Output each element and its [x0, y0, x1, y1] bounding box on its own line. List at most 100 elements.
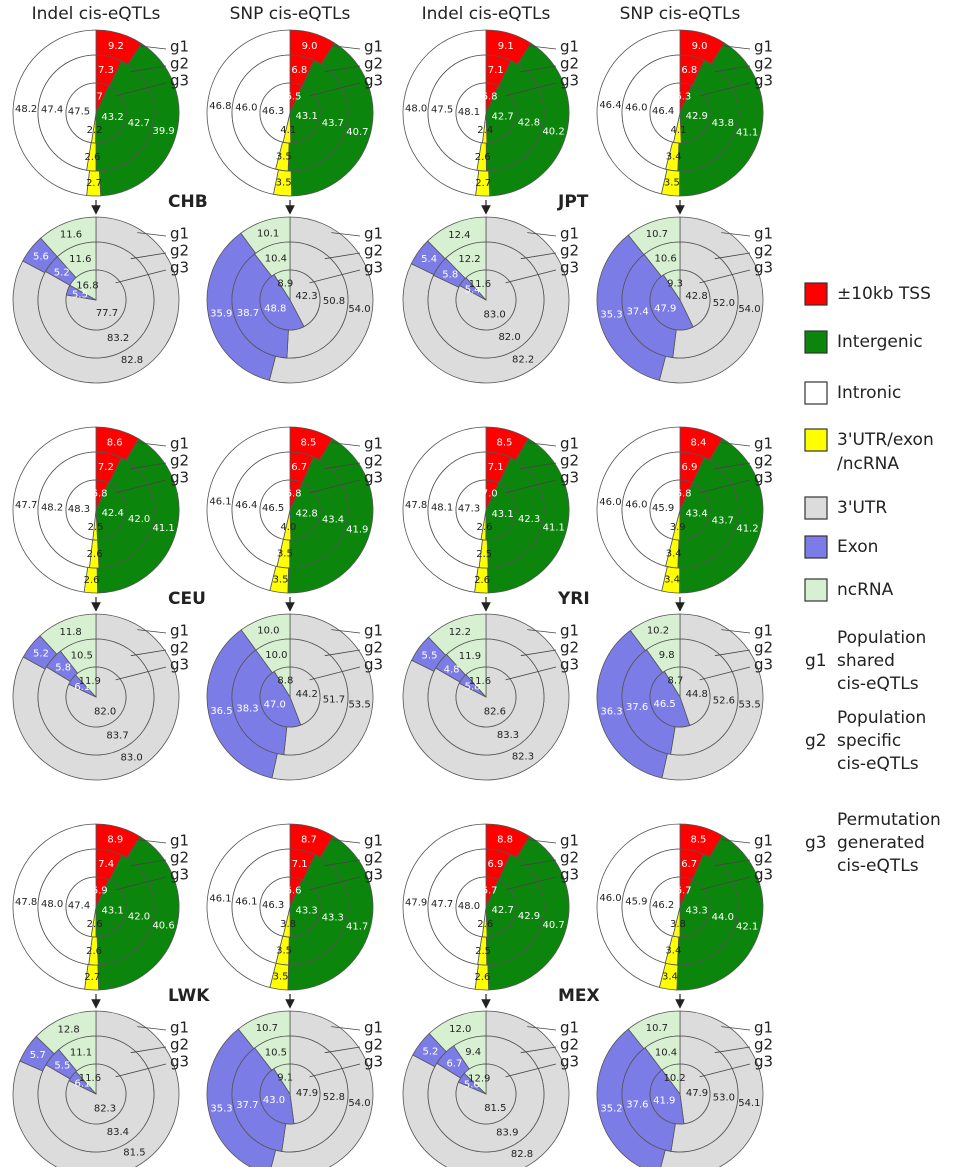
- value-label: 35.2: [600, 1103, 622, 1114]
- value-label: 43.3: [685, 906, 707, 917]
- value-label: 10.7: [646, 1023, 668, 1034]
- value-label: 3.4: [665, 946, 681, 957]
- value-label: 54.1: [738, 1098, 760, 1109]
- value-label: 12.9: [468, 1073, 490, 1084]
- leader-line: [137, 1026, 167, 1031]
- leader-line: [324, 649, 361, 657]
- value-label: 41.1: [153, 523, 175, 534]
- sector: [455, 82, 487, 144]
- ring-label: g1: [364, 435, 383, 453]
- value-label: 46.5: [653, 699, 675, 710]
- value-label: 46.1: [209, 893, 231, 904]
- value-label: 47.7: [15, 500, 37, 511]
- leader-line: [115, 269, 167, 284]
- value-label: 9.0: [692, 41, 708, 52]
- sector: [95, 879, 127, 938]
- leader-line: [527, 232, 557, 237]
- ring-label: g3: [560, 259, 579, 277]
- column-header: Indel cis-eQTLs: [32, 4, 161, 24]
- ring-label: g3: [560, 866, 579, 884]
- value-label: 45.9: [625, 896, 647, 907]
- legend-label: Exon: [837, 537, 878, 557]
- leader-line: [520, 65, 557, 73]
- nested-pie: 54.0 35.3 10.7 g1 52.0 37.4 10.6 g2 42.8 47.9 9.3 g…: [596, 216, 773, 384]
- sector: [465, 666, 487, 699]
- ring-label: g1: [364, 225, 383, 243]
- sector: [679, 269, 711, 328]
- value-label: 43.2: [101, 112, 123, 123]
- value-label: 10.0: [257, 625, 279, 636]
- legend-swatch: [804, 496, 828, 520]
- sector: [663, 666, 681, 699]
- value-label: 45.9: [652, 503, 674, 514]
- leader-line: [721, 442, 751, 447]
- value-label: 8.7: [301, 835, 317, 846]
- ring-label: g2: [560, 639, 579, 657]
- value-label: 48.1: [458, 107, 480, 118]
- value-label: 7.2: [98, 462, 114, 473]
- value-label: 10.1: [257, 228, 279, 239]
- ring-label: g2: [754, 1036, 773, 1054]
- ring-label: g1: [170, 38, 189, 56]
- nested-pie: 8.6 41.1 2.6 47.7 g1 7.2 42.0 2.6 48.2 g2 6.8 42.4 2…: [12, 426, 206, 612]
- sector: [259, 82, 291, 143]
- value-label: 82.2: [512, 354, 534, 365]
- value-label: 42.9: [518, 911, 540, 922]
- ring-label: g3: [170, 469, 189, 487]
- legend-group-key: g2: [805, 731, 827, 751]
- value-label: 43.4: [322, 514, 344, 525]
- value-label: 54.0: [738, 304, 760, 315]
- nested-pie: 8.9 40.6 2.7 47.8 g1 7.4 42.0 2.6 48.0 g2 6.9 43.1 2…: [12, 823, 210, 1009]
- leader-line: [115, 479, 167, 494]
- sector: [662, 269, 681, 302]
- value-label: 82.0: [94, 706, 116, 717]
- value-label: 7.1: [292, 859, 308, 870]
- ring-label: g2: [754, 639, 773, 657]
- sector: [65, 479, 97, 541]
- value-label: 6.5: [285, 91, 301, 102]
- value-label: 10.7: [646, 229, 668, 240]
- value-label: 53.0: [713, 1092, 735, 1103]
- leader-line: [527, 1026, 557, 1031]
- value-label: 52.8: [323, 1092, 345, 1103]
- sector: [273, 1063, 291, 1096]
- ring-label: g2: [754, 55, 773, 73]
- value-label: 8.8: [277, 676, 293, 687]
- value-label: 7.1: [488, 462, 504, 473]
- sector: [289, 879, 321, 938]
- leader-line: [714, 252, 751, 260]
- leader-line: [699, 479, 751, 494]
- value-label: 10.0: [265, 650, 287, 661]
- legend-label: 3'UTR/exon: [837, 430, 934, 450]
- value-label: 2.6: [475, 152, 491, 163]
- leader-line: [331, 232, 361, 237]
- value-label: 35.9: [210, 308, 232, 319]
- sector: [289, 1063, 321, 1125]
- value-label: 9.1: [498, 41, 514, 52]
- ring-label: g2: [560, 242, 579, 260]
- value-label: 47.5: [68, 107, 90, 118]
- value-label: 83.2: [107, 333, 129, 344]
- sector: [65, 269, 127, 331]
- value-label: 36.5: [210, 706, 232, 717]
- value-label: 83.3: [497, 730, 519, 741]
- value-label: 42.3: [518, 514, 540, 525]
- ring-label: g1: [754, 225, 773, 243]
- ring-label: g1: [754, 38, 773, 56]
- nested-pie: 53.5 36.5 10.0 g1 51.7 38.3 10.0 g2 44.2 47.0 8.8 g…: [206, 613, 383, 781]
- value-label: 4.1: [671, 125, 687, 136]
- value-label: 2.4: [477, 125, 493, 136]
- leader-line: [527, 839, 557, 844]
- leader-line: [721, 45, 751, 50]
- value-label: 81.5: [484, 1103, 506, 1114]
- sector: [273, 269, 291, 302]
- value-label: 3.5: [276, 152, 292, 163]
- legend-label: ±10kb TSS: [837, 284, 931, 304]
- value-label: 2.2: [87, 125, 103, 136]
- leader-line: [324, 1046, 361, 1054]
- ring-label: g3: [754, 72, 773, 90]
- value-label: 42.7: [128, 118, 150, 129]
- ring-label: g1: [364, 1019, 383, 1037]
- value-label: 3.4: [666, 152, 682, 163]
- value-label: 52.0: [713, 298, 735, 309]
